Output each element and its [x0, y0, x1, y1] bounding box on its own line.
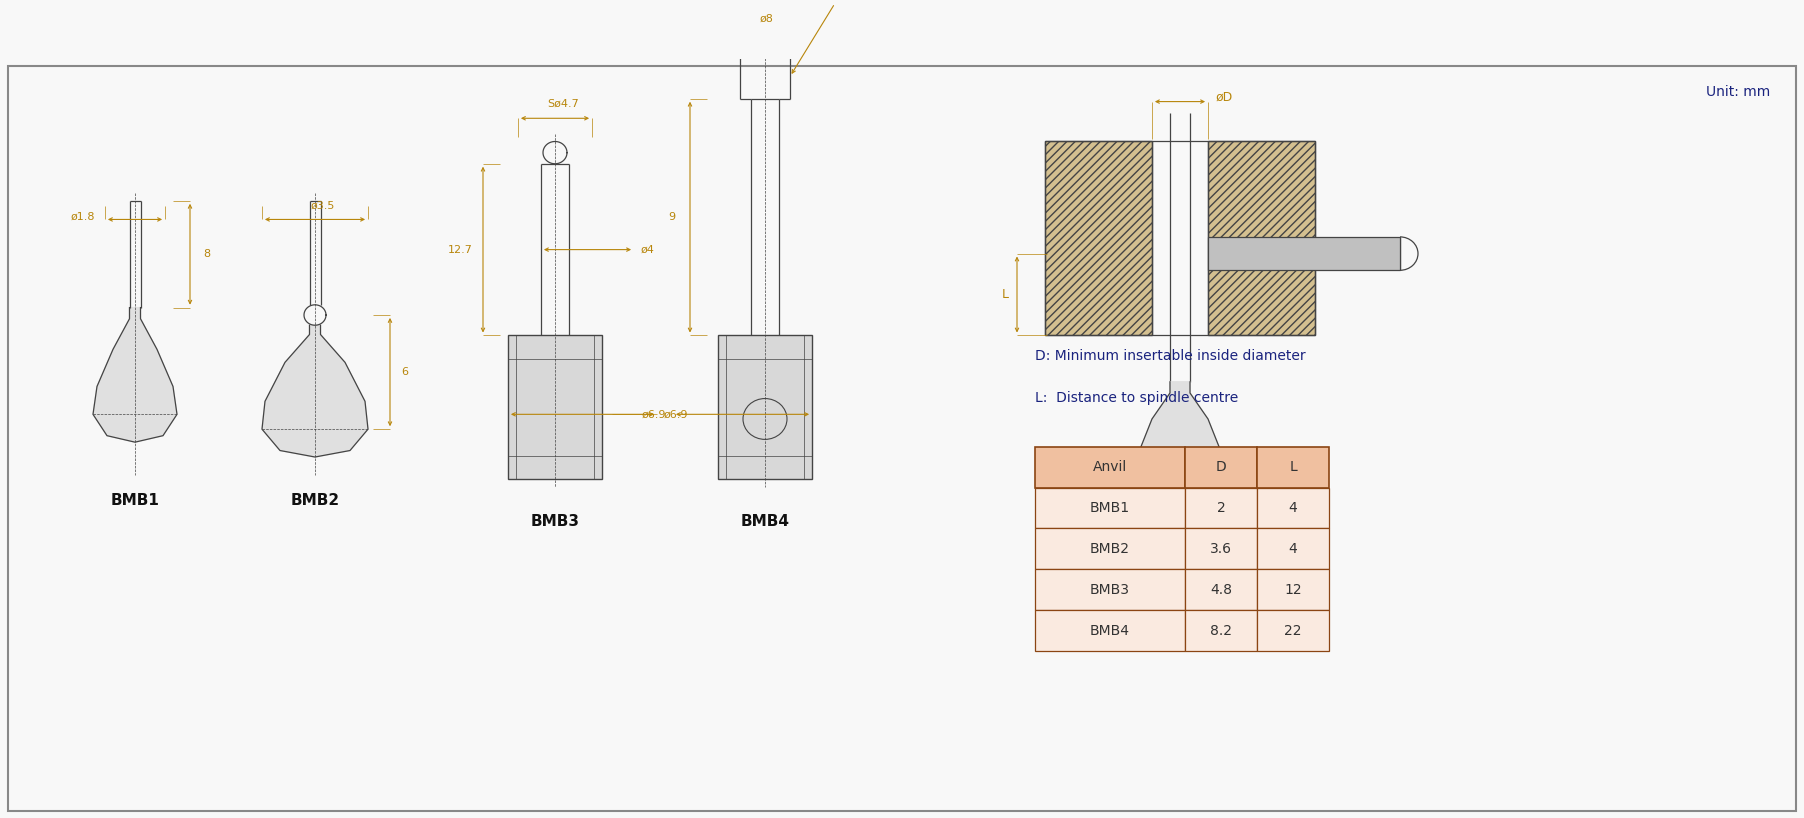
Text: L:  Distance to spindle centre: L: Distance to spindle centre	[1035, 391, 1238, 405]
Text: 4: 4	[1288, 542, 1297, 556]
Text: ø1.8: ø1.8	[70, 212, 96, 222]
Bar	[1035, 610, 1185, 651]
Bar	[1185, 569, 1257, 610]
Bar	[1185, 610, 1257, 651]
Bar	[1257, 528, 1330, 569]
Text: BMB2: BMB2	[1090, 542, 1129, 556]
Bar	[718, 335, 812, 479]
Bar	[1185, 528, 1257, 569]
Text: BMB1: BMB1	[110, 493, 159, 508]
Text: 8.2: 8.2	[1210, 623, 1232, 637]
Text: ø6.9: ø6.9	[664, 409, 689, 420]
Text: ø4: ø4	[640, 245, 655, 254]
Text: øD: øD	[1216, 91, 1234, 103]
Text: ø8: ø8	[759, 14, 774, 24]
Text: ø3.5: ø3.5	[310, 200, 336, 210]
Polygon shape	[1128, 382, 1232, 510]
Bar	[1185, 488, 1257, 528]
Text: D: D	[1216, 461, 1227, 474]
Bar	[1257, 447, 1330, 488]
Text: BMB3: BMB3	[530, 514, 579, 528]
Text: Anvil: Anvil	[1093, 461, 1128, 474]
Text: Sø4.7: Sø4.7	[547, 98, 579, 109]
Text: 2: 2	[1216, 501, 1225, 515]
Bar	[1035, 447, 1185, 488]
Bar	[1035, 488, 1185, 528]
Bar	[1045, 141, 1153, 335]
Text: 12: 12	[1284, 582, 1302, 596]
Text: 22: 22	[1284, 623, 1302, 637]
Text: BMB4: BMB4	[740, 514, 790, 528]
Bar	[1257, 569, 1330, 610]
Bar	[1209, 237, 1400, 270]
Bar	[509, 335, 603, 479]
Text: BMB3: BMB3	[1090, 582, 1129, 596]
Bar	[1257, 610, 1330, 651]
Text: BMB4: BMB4	[1090, 623, 1129, 637]
Polygon shape	[262, 326, 368, 457]
Bar	[1209, 141, 1315, 335]
Polygon shape	[94, 308, 177, 443]
Text: D: Minimum insertable inside diameter: D: Minimum insertable inside diameter	[1035, 349, 1306, 363]
Text: 4.8: 4.8	[1210, 582, 1232, 596]
Bar	[1257, 488, 1330, 528]
Bar	[1185, 447, 1257, 488]
Text: BMB1: BMB1	[1090, 501, 1129, 515]
Text: 6: 6	[402, 367, 408, 377]
Text: 12.7: 12.7	[447, 245, 473, 254]
Text: Unit: mm: Unit: mm	[1707, 85, 1770, 99]
Text: BMB2: BMB2	[290, 493, 339, 508]
Text: L: L	[1001, 288, 1008, 301]
Text: L: L	[1290, 461, 1297, 474]
Bar	[1035, 569, 1185, 610]
Text: 8: 8	[204, 249, 211, 259]
Text: 3.6: 3.6	[1210, 542, 1232, 556]
Text: 9: 9	[669, 212, 675, 222]
Text: ø6.9: ø6.9	[642, 409, 666, 420]
Text: 4: 4	[1288, 501, 1297, 515]
Bar	[1035, 528, 1185, 569]
